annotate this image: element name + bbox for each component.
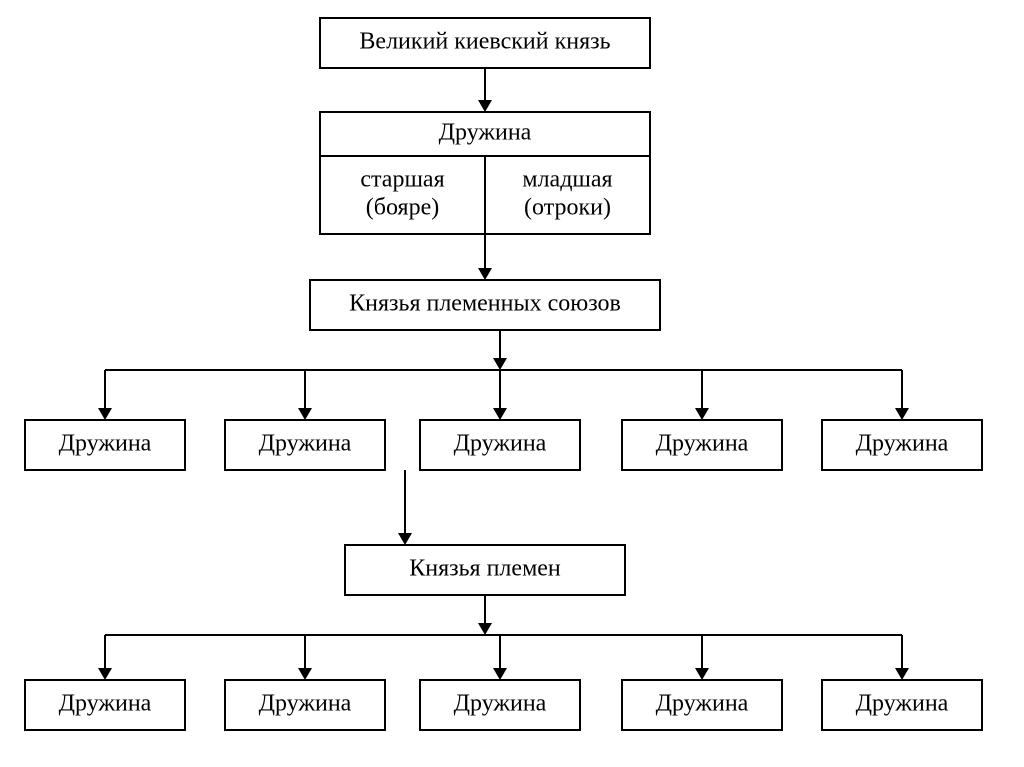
node-tribes: Князья племен — [345, 545, 625, 595]
node-label: Дружина — [454, 691, 547, 717]
node-label: (бояре) — [366, 194, 439, 220]
node-unions: Князья племенных союзов — [310, 280, 660, 330]
node-t4: Дружина — [622, 680, 782, 730]
node-label: Дружина — [259, 691, 352, 717]
node-d1: Дружина — [25, 420, 185, 470]
node-label: Дружина — [59, 431, 152, 457]
node-label: Дружина — [59, 691, 152, 717]
hierarchy-diagram: Великий киевский князь Дружина старшая(боя… — [0, 0, 1024, 767]
node-label: Князья племенных союзов — [349, 291, 621, 317]
node-label: младшая — [522, 167, 612, 193]
node-t2: Дружина — [225, 680, 385, 730]
node-label: (отроки) — [524, 194, 611, 220]
node-druTop: Дружина — [320, 112, 650, 156]
node-senior: старшая(бояре) — [320, 156, 485, 234]
node-label: Дружина — [656, 691, 749, 717]
node-t1: Дружина — [25, 680, 185, 730]
node-label: Дружина — [856, 691, 949, 717]
node-d3: Дружина — [420, 420, 580, 470]
node-label: Дружина — [856, 431, 949, 457]
node-t5: Дружина — [822, 680, 982, 730]
node-label: Дружина — [439, 120, 532, 146]
node-label: Дружина — [454, 431, 547, 457]
node-root: Великий киевский князь — [320, 18, 650, 68]
node-junior: младшая(отроки) — [485, 156, 650, 234]
node-d4: Дружина — [622, 420, 782, 470]
node-t3: Дружина — [420, 680, 580, 730]
node-label: Великий киевский князь — [359, 29, 610, 55]
node-d2: Дружина — [225, 420, 385, 470]
node-label: Князья племен — [409, 556, 561, 582]
node-d5: Дружина — [822, 420, 982, 470]
node-label: Дружина — [656, 431, 749, 457]
node-label: Дружина — [259, 431, 352, 457]
node-label: старшая — [360, 167, 444, 193]
